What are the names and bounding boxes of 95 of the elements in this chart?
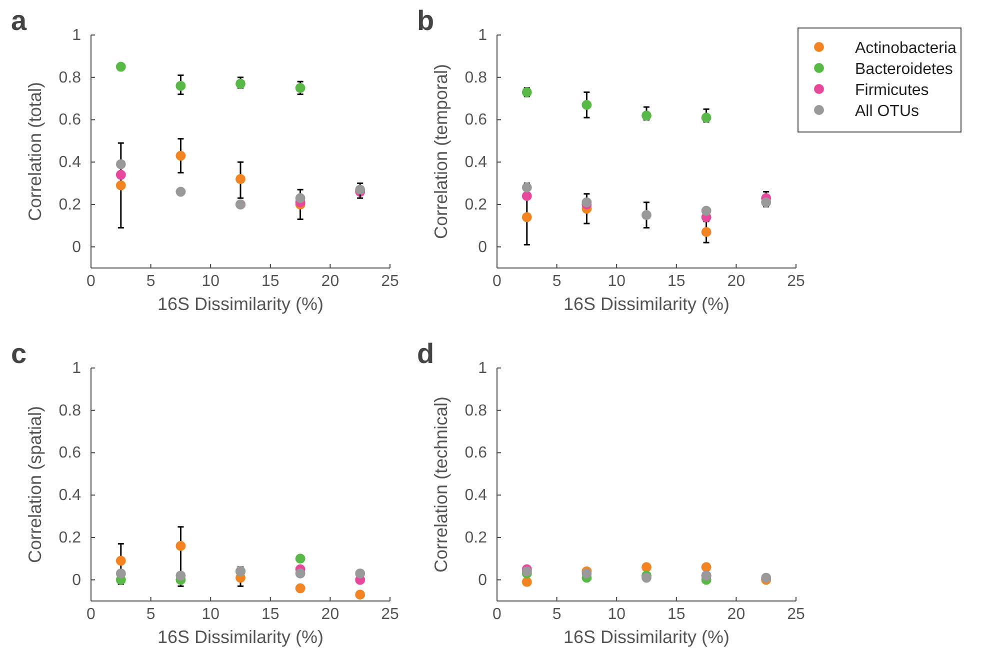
point: [116, 62, 126, 72]
x-tick-label: 10: [202, 273, 220, 290]
legend-label: Actinobacteria: [855, 40, 956, 57]
point: [355, 568, 366, 578]
point: [116, 180, 126, 190]
y-tick-label: 0.8: [464, 402, 488, 420]
x-tick-label: 0: [86, 273, 96, 290]
chart-title: d: [417, 338, 434, 369]
x-tick-label: 10: [608, 273, 626, 290]
point: [116, 556, 126, 566]
point: [116, 568, 126, 578]
y-tick-label: 0.8: [58, 402, 82, 420]
x-tick-label: 20: [727, 606, 746, 623]
x-axis-title: 16S Dissimilarity (%): [563, 294, 730, 314]
x-axis-title: 16S Dissimilarity (%): [157, 627, 324, 647]
y-tick-label: 0.6: [464, 444, 488, 462]
x-axis-title: 16S Dissimilarity (%): [157, 294, 324, 314]
legend-label: All OTUs: [855, 103, 919, 120]
y-axis-title: Correlation (spatial): [25, 406, 45, 564]
x-tick-label: 0: [86, 606, 96, 623]
y-tick-label: 1: [72, 360, 82, 377]
point: [642, 110, 652, 120]
x-tick-label: 10: [202, 606, 220, 623]
y-tick-label: 0.6: [58, 112, 82, 129]
point: [522, 212, 532, 222]
point: [582, 100, 592, 110]
point: [116, 159, 126, 170]
y-tick-label: 0: [72, 238, 82, 256]
y-axis-title: Correlation (total): [25, 82, 45, 222]
point: [295, 583, 306, 594]
point: [116, 170, 126, 180]
y-tick-label: 0.4: [58, 154, 82, 172]
x-tick-label: 25: [787, 606, 805, 623]
y-tick-label: 0: [478, 238, 488, 256]
point: [295, 568, 306, 578]
y-tick-label: 0: [72, 572, 82, 589]
y-tick-label: 0.4: [464, 154, 488, 172]
x-tick-label: 20: [321, 273, 340, 290]
point: [522, 576, 532, 587]
chart-title: c: [11, 338, 27, 369]
y-tick-label: 0.4: [58, 487, 82, 504]
y-tick-label: 0.2: [464, 196, 488, 214]
point: [295, 82, 306, 93]
point: [355, 590, 366, 600]
y-tick-label: 0.6: [464, 112, 488, 129]
x-tick-label: 20: [727, 273, 746, 290]
x-tick-label: 15: [668, 273, 686, 290]
x-tick-label: 25: [381, 606, 399, 623]
point: [522, 190, 532, 201]
legend-label: Firmicutes: [855, 82, 929, 99]
chart-title: b: [417, 5, 434, 36]
point: [701, 226, 712, 237]
point: [701, 206, 712, 216]
y-tick-label: 1: [72, 27, 82, 44]
point: [642, 562, 652, 572]
y-tick-label: 0.4: [464, 487, 488, 504]
x-tick-label: 15: [668, 606, 686, 623]
x-tick-label: 5: [552, 606, 562, 623]
point: [701, 562, 712, 572]
x-tick-label: 25: [381, 273, 399, 290]
point: [176, 540, 186, 551]
x-tick-label: 0: [492, 273, 502, 290]
y-tick-label: 0.2: [58, 196, 82, 214]
x-tick-label: 5: [146, 606, 156, 623]
point: [176, 570, 186, 581]
point: [236, 78, 246, 89]
point: [701, 112, 712, 123]
y-tick-label: 1: [478, 27, 488, 44]
x-tick-label: 5: [146, 273, 156, 290]
y-tick-label: 1: [478, 360, 488, 377]
x-tick-label: 25: [787, 273, 805, 290]
x-axis-title: 16S Dissimilarity (%): [563, 627, 730, 647]
x-tick-label: 15: [262, 273, 280, 290]
x-tick-label: 20: [321, 606, 340, 623]
legend-label: Bacteroidetes: [855, 61, 953, 78]
y-tick-label: 0.8: [464, 69, 488, 86]
point: [295, 193, 306, 204]
y-tick-label: 0.6: [58, 444, 82, 462]
point: [176, 80, 186, 91]
x-tick-label: 15: [262, 606, 280, 623]
x-tick-label: 5: [552, 273, 562, 290]
point: [642, 210, 652, 220]
y-axis-title: Correlation (technical): [431, 396, 451, 573]
y-tick-label: 0.2: [464, 529, 488, 546]
y-tick-label: 0.8: [58, 69, 82, 86]
y-tick-label: 0.2: [58, 529, 82, 546]
chart-title: a: [11, 5, 27, 36]
x-tick-label: 10: [608, 606, 626, 623]
y-tick-label: 0: [478, 572, 488, 589]
point: [295, 554, 306, 564]
point: [176, 186, 186, 197]
x-tick-label: 0: [492, 606, 502, 623]
point: [176, 150, 186, 161]
y-axis-title: Correlation (temporal): [431, 64, 451, 240]
point: [236, 174, 246, 184]
